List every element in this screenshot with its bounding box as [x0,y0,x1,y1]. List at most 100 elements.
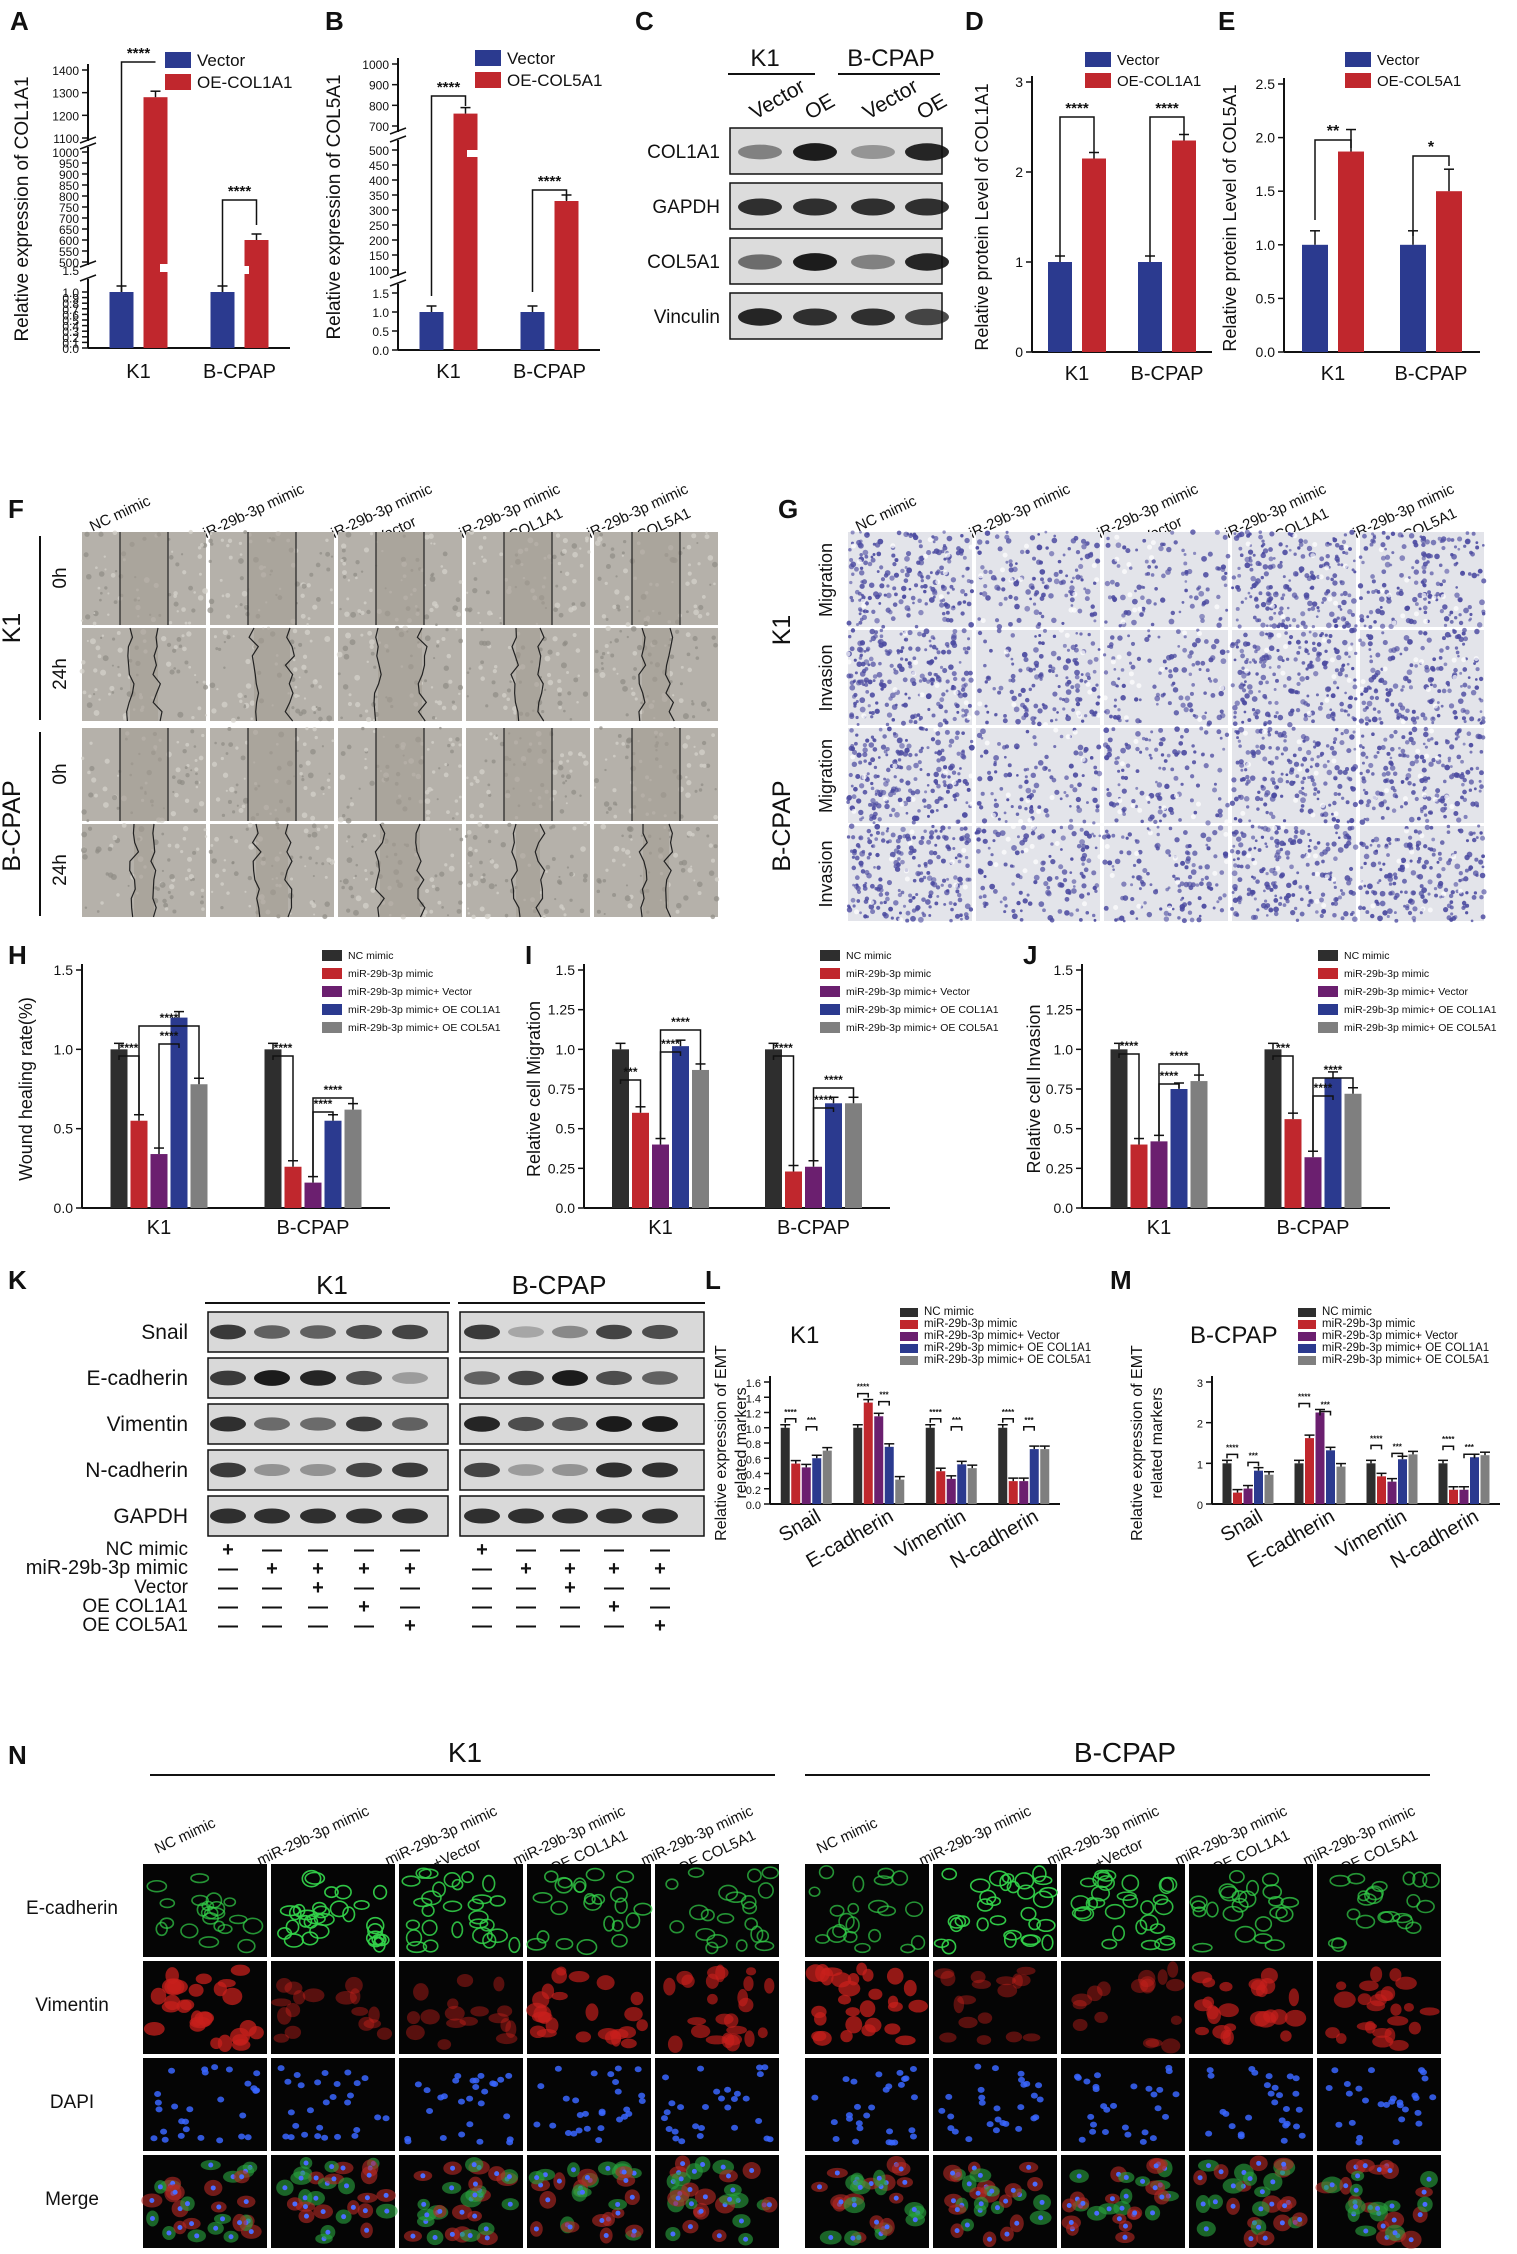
stained-cell [1462,789,1467,795]
stained-cell [1422,605,1428,611]
stained-cell [893,848,900,854]
cell-speck [233,871,239,877]
stained-cell [1366,590,1370,594]
stained-cell [1267,714,1271,718]
cell-speck [97,586,101,590]
stained-cell [1458,620,1464,626]
stained-cell [1421,767,1427,773]
cell-speck [369,532,374,536]
stained-cell [1381,582,1387,588]
cell-speck [245,827,249,831]
stained-cell [1237,624,1242,629]
y-tick-label: 300 [369,204,389,218]
y-tick-label: 700 [369,120,389,134]
stained-cell [1069,784,1074,789]
stained-cell [1120,594,1126,601]
stained-cell [1462,667,1468,672]
stained-cell [1109,714,1113,719]
stained-cell [1326,639,1332,644]
cell-speck [305,760,311,766]
cell-speck [479,769,485,775]
stained-cell [892,759,898,765]
stained-cell [1438,563,1443,568]
transwell-image [1232,728,1356,823]
stained-cell [1185,844,1190,849]
stained-cell [1335,818,1341,824]
stained-cell [1195,660,1201,666]
stained-cell [1357,583,1364,589]
stained-cell [1231,787,1237,793]
pore [1011,702,1017,708]
pore [984,740,990,746]
cell-speck [190,879,193,882]
stained-cell [923,589,927,594]
cell-speck [441,568,448,575]
cell-speck [208,538,213,544]
stained-cell [1294,595,1299,600]
stained-cell [1005,530,1009,534]
stained-cell [1217,808,1223,814]
stained-cell [1253,597,1259,602]
stained-cell [1379,721,1384,725]
cell-speck [714,877,720,882]
stained-cell [1179,881,1185,887]
stained-cell [1255,744,1260,749]
stained-cell [1272,672,1276,677]
stained-cell [897,797,903,803]
cell-speck [169,884,175,890]
stained-cell [929,677,936,684]
stained-cell [1233,532,1237,536]
stained-cell [989,648,993,653]
stained-cell [1373,620,1377,624]
stained-cell [1309,775,1314,780]
stained-cell [874,823,881,830]
cell-speck [465,776,469,780]
stained-cell [1419,754,1425,760]
stained-cell [856,646,863,653]
stained-cell [917,598,922,604]
stained-cell [1351,627,1357,633]
cell-speck [222,868,226,873]
stained-cell [1204,711,1208,715]
stained-cell [968,677,974,683]
stained-cell [1379,605,1383,609]
stained-cell [1400,534,1404,538]
stained-cell [1141,606,1146,611]
cell-speck [204,714,208,717]
stained-cell [888,791,894,798]
stained-cell [1255,560,1261,566]
cell-speck [694,752,699,756]
stained-cell [894,811,900,818]
stained-cell [1431,757,1436,763]
stained-cell [1461,716,1467,721]
cell-speck [207,607,214,614]
cell-speck [174,792,179,798]
stained-cell [1125,836,1129,840]
stained-cell [978,895,983,899]
stained-cell [1457,698,1464,704]
stained-cell [1414,759,1419,764]
stained-cell [1003,755,1007,759]
cell-speck [442,682,449,689]
stained-cell [930,635,935,640]
stained-cell [1104,580,1111,587]
stained-cell [1239,553,1244,558]
pore [1136,683,1142,689]
stained-cell [852,694,857,699]
stained-cell [1423,610,1428,615]
stained-cell [1302,756,1308,762]
cell-speck [318,685,322,689]
cell-speck [169,873,175,880]
scratch-gap [256,824,288,917]
stained-cell [870,909,876,915]
stained-cell [1160,753,1165,757]
cell-speck [301,583,307,589]
pore [935,579,941,585]
stained-cell [1288,579,1292,582]
stained-cell [856,752,862,758]
stained-cell [1244,597,1248,600]
pore [927,537,933,543]
stained-cell [1260,663,1267,669]
stained-cell [934,656,938,660]
stained-cell [1447,756,1452,761]
